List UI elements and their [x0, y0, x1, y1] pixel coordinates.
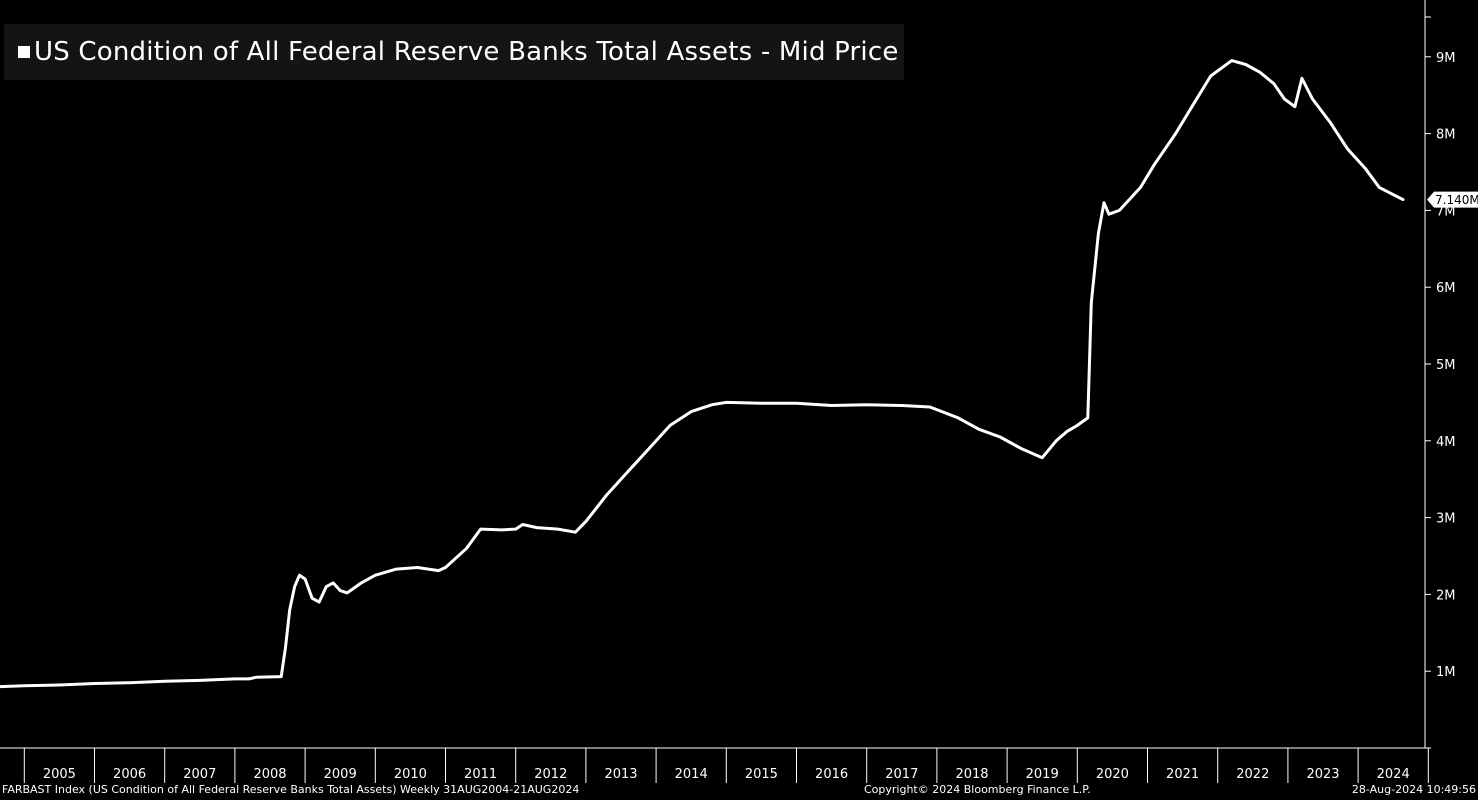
x-tick-label: 2013 — [604, 767, 637, 782]
x-tick-label: 2023 — [1306, 767, 1339, 782]
y-tick-label: 6M — [1436, 281, 1456, 296]
x-tick-label: 2007 — [183, 767, 216, 782]
axes: 1M 2M 3M 4M 5M 6M 7M 8M 9M 2005 2006 2007 2008 2009 20… — [0, 0, 1478, 783]
x-tick-label: 2019 — [1026, 767, 1059, 782]
x-tick-label: 2018 — [955, 767, 988, 782]
y-tick-label: 4M — [1436, 435, 1456, 450]
x-tick-label: 2014 — [675, 767, 708, 782]
y-tick-label: 2M — [1436, 588, 1456, 603]
last-value-marker: 7.140M — [1427, 191, 1478, 208]
y-tick-label: 7M — [1436, 204, 1456, 219]
series-line — [0, 59, 1405, 689]
x-tick-label: 2022 — [1236, 767, 1269, 782]
x-tick-label: 2011 — [464, 767, 497, 782]
footer-description: FARBAST Index (US Condition of All Feder… — [2, 783, 580, 796]
x-tick-label: 2005 — [43, 767, 76, 782]
x-tick-label: 2016 — [815, 767, 848, 782]
last-value-label: 7.140M — [1435, 193, 1478, 207]
footer-timestamp: 28-Aug-2024 10:49:56 — [1351, 783, 1476, 796]
chart-title: US Condition of All Federal Reserve Bank… — [34, 37, 899, 67]
legend-swatch — [18, 46, 30, 58]
x-tick-label: 2020 — [1096, 767, 1129, 782]
y-tick-label: 8M — [1436, 128, 1456, 143]
y-tick-label: 1M — [1436, 665, 1456, 680]
x-tick-label: 2006 — [113, 767, 146, 782]
y-tick-label: 9M — [1436, 51, 1456, 66]
x-tick-label: 2010 — [394, 767, 427, 782]
y-tick-label: 5M — [1436, 358, 1456, 373]
x-tick-label: 2009 — [324, 767, 357, 782]
x-tick-label: 2017 — [885, 767, 918, 782]
x-tick-label: 2012 — [534, 767, 567, 782]
series-layer — [0, 59, 1405, 689]
x-tick-label: 2015 — [745, 767, 778, 782]
x-tick-label: 2024 — [1377, 767, 1410, 782]
x-tick-label: 2008 — [253, 767, 286, 782]
y-tick-label: 3M — [1436, 512, 1456, 527]
chart-legend: US Condition of All Federal Reserve Bank… — [4, 24, 904, 80]
x-tick-label: 2021 — [1166, 767, 1199, 782]
footer-copyright: Copyright© 2024 Bloomberg Finance L.P. — [864, 783, 1091, 796]
last-value-box — [1427, 191, 1478, 208]
chart-area: 1M 2M 3M 4M 5M 6M 7M 8M 9M 2005 2006 2007 2008 2009 20… — [0, 0, 1478, 783]
